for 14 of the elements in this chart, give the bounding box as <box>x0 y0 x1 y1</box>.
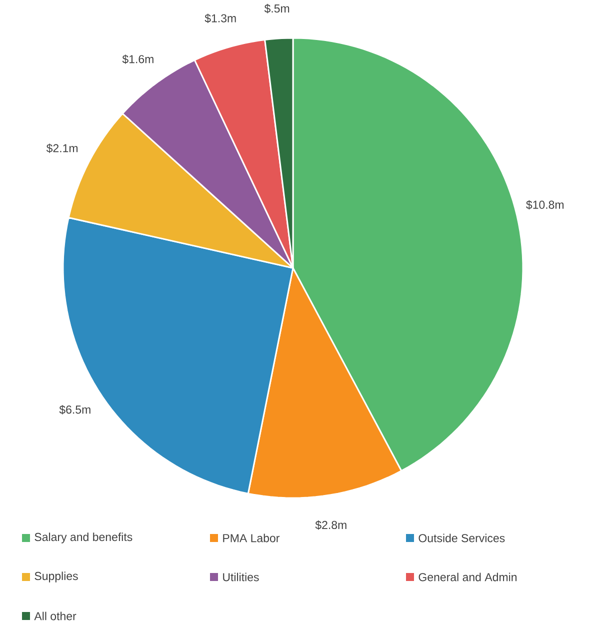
data-label: $6.5m <box>59 405 90 414</box>
data-label: $2.8m <box>315 520 346 530</box>
legend-label: Utilities <box>223 572 259 582</box>
data-label: $1.6m <box>122 54 154 64</box>
legend-label: Supplies <box>34 572 78 582</box>
data-label: $1.3m <box>204 14 236 24</box>
legend-label: General and Admin <box>418 572 517 582</box>
legend-label: All other <box>34 612 76 620</box>
legend-label: Salary and benefits <box>34 532 132 544</box>
data-label: $10.8m <box>526 200 564 210</box>
legend-label: Outside Services <box>418 534 505 542</box>
legend-label: PMA Labor <box>223 534 280 542</box>
data-label: $2.1m <box>46 144 78 153</box>
data-label: $.5m <box>264 4 290 14</box>
